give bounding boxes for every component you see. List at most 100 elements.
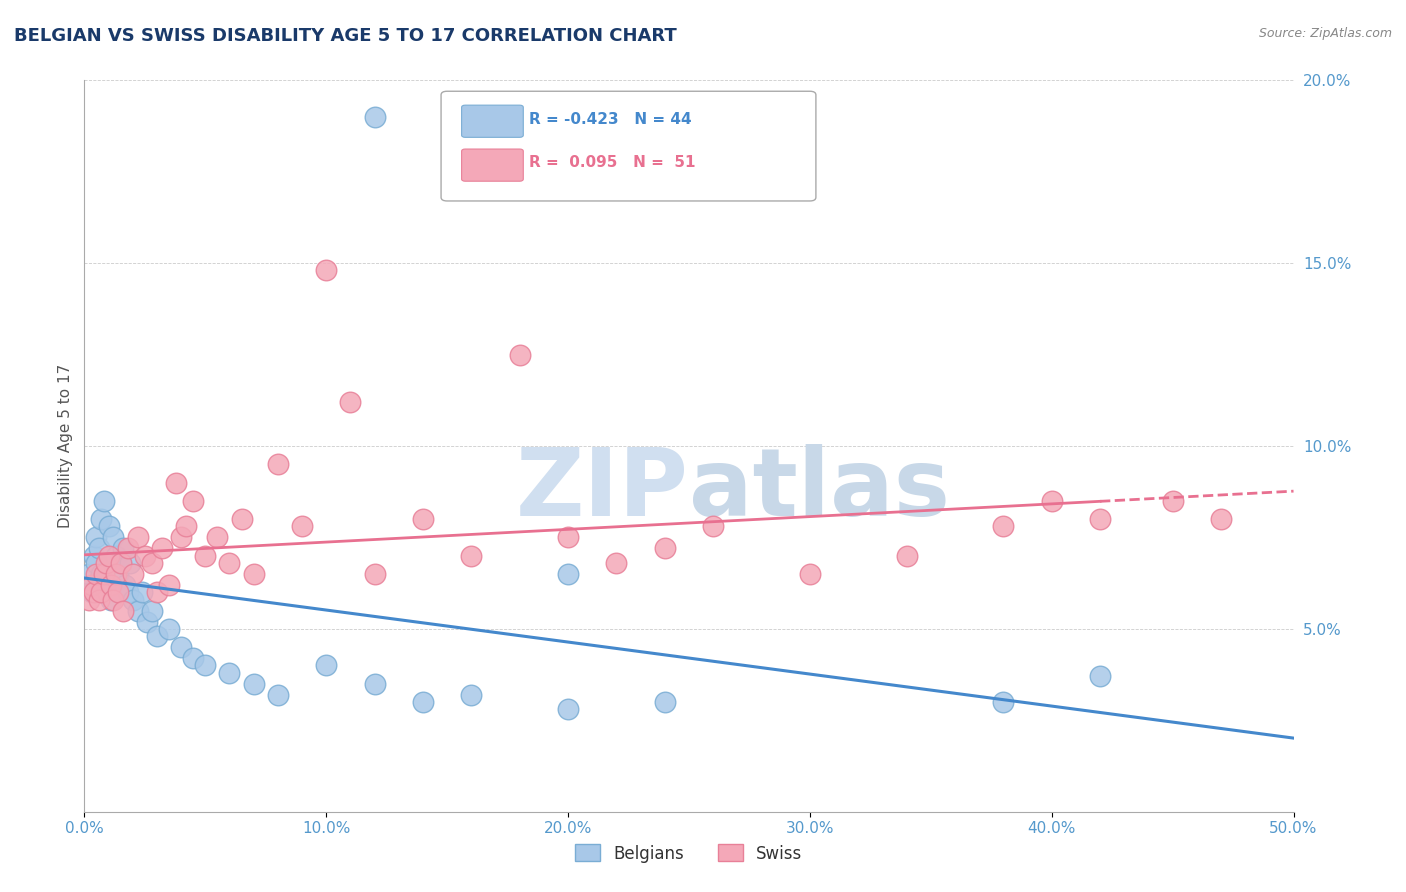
Point xyxy=(80,578,103,592)
Point xyxy=(702,519,724,533)
Point xyxy=(218,665,240,680)
Point xyxy=(146,585,169,599)
Point xyxy=(291,519,314,533)
Point xyxy=(104,567,127,582)
Point xyxy=(120,556,142,570)
Point xyxy=(112,541,135,556)
Point xyxy=(107,567,129,582)
Point xyxy=(94,556,117,570)
Point xyxy=(87,541,110,556)
Text: R =  0.095   N =  51: R = 0.095 N = 51 xyxy=(529,155,696,170)
Point xyxy=(363,110,385,124)
Point xyxy=(117,541,139,556)
Point xyxy=(1161,494,1184,508)
Point xyxy=(131,585,153,599)
Point xyxy=(363,676,385,690)
Point xyxy=(231,512,253,526)
Point xyxy=(93,494,115,508)
Point xyxy=(1088,512,1111,526)
Point xyxy=(121,567,143,582)
Text: R = -0.423   N = 44: R = -0.423 N = 44 xyxy=(529,112,692,128)
Point xyxy=(218,556,240,570)
Point xyxy=(896,549,918,563)
Point xyxy=(315,658,337,673)
Point xyxy=(97,519,120,533)
Point xyxy=(110,556,132,570)
Point xyxy=(136,615,159,629)
Point xyxy=(114,578,136,592)
FancyBboxPatch shape xyxy=(461,149,523,181)
Point xyxy=(112,603,135,617)
Point xyxy=(100,592,122,607)
Point xyxy=(86,530,108,544)
Point xyxy=(654,695,676,709)
Text: BELGIAN VS SWISS DISABILITY AGE 5 TO 17 CORRELATION CHART: BELGIAN VS SWISS DISABILITY AGE 5 TO 17 … xyxy=(14,27,676,45)
Point xyxy=(141,556,163,570)
Point xyxy=(104,549,127,563)
Point xyxy=(1040,494,1063,508)
Point xyxy=(110,556,132,570)
Point xyxy=(103,592,125,607)
Point xyxy=(100,578,122,592)
Text: atlas: atlas xyxy=(689,444,950,536)
Point xyxy=(94,578,117,592)
Point xyxy=(242,567,264,582)
Point xyxy=(107,585,129,599)
Point xyxy=(412,695,434,709)
Point xyxy=(194,549,217,563)
Point xyxy=(557,567,579,582)
FancyBboxPatch shape xyxy=(441,91,815,201)
Point xyxy=(141,603,163,617)
Point xyxy=(993,519,1015,533)
Point xyxy=(170,640,193,655)
Point xyxy=(87,592,110,607)
Point xyxy=(1088,669,1111,683)
Point xyxy=(181,651,204,665)
Point xyxy=(165,475,187,490)
Point xyxy=(127,603,149,617)
Point xyxy=(83,549,105,563)
Point xyxy=(170,530,193,544)
Point xyxy=(654,541,676,556)
Point xyxy=(412,512,434,526)
Point xyxy=(460,688,482,702)
Point xyxy=(97,549,120,563)
Point xyxy=(509,347,531,362)
Point xyxy=(90,585,112,599)
Point xyxy=(80,585,103,599)
Point xyxy=(103,530,125,544)
Point xyxy=(557,702,579,716)
Point xyxy=(77,592,100,607)
Legend: Belgians, Swiss: Belgians, Swiss xyxy=(569,838,808,869)
Point xyxy=(127,530,149,544)
Point xyxy=(134,549,156,563)
Text: Source: ZipAtlas.com: Source: ZipAtlas.com xyxy=(1258,27,1392,40)
Point xyxy=(181,494,204,508)
Point xyxy=(267,457,290,471)
Y-axis label: Disability Age 5 to 17: Disability Age 5 to 17 xyxy=(58,364,73,528)
Point xyxy=(1209,512,1232,526)
Point xyxy=(460,549,482,563)
Point xyxy=(799,567,821,582)
Point xyxy=(242,676,264,690)
Point xyxy=(77,567,100,582)
Point xyxy=(146,629,169,643)
Point xyxy=(363,567,385,582)
Point xyxy=(267,688,290,702)
Point xyxy=(157,622,180,636)
Text: ZIP: ZIP xyxy=(516,444,689,536)
FancyBboxPatch shape xyxy=(461,105,523,137)
Point xyxy=(90,512,112,526)
Point xyxy=(174,519,197,533)
Point xyxy=(157,578,180,592)
Point xyxy=(121,592,143,607)
Point xyxy=(339,395,361,409)
Point xyxy=(150,541,173,556)
Point xyxy=(87,585,110,599)
Point xyxy=(117,585,139,599)
Point xyxy=(86,567,108,582)
Point xyxy=(90,567,112,582)
Point xyxy=(207,530,229,544)
Point xyxy=(93,567,115,582)
Point xyxy=(557,530,579,544)
